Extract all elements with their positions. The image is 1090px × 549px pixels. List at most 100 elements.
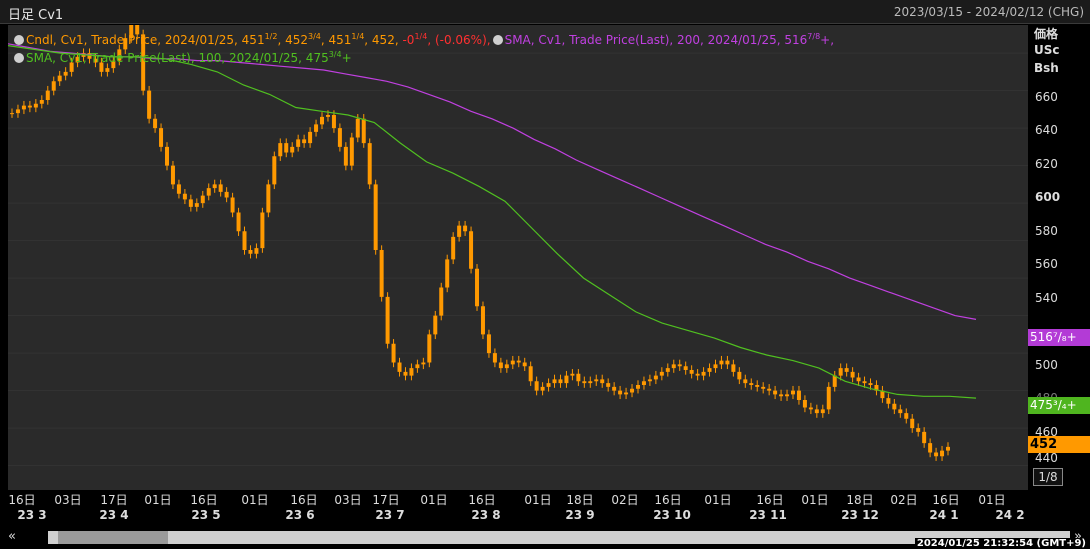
x-tick: 01日 [144, 493, 172, 507]
candle-body [564, 375, 569, 384]
price-axis[interactable]: 価格 USc Bsh 660 640 620 600 580 560 540 5… [1028, 25, 1090, 490]
candle-body [308, 131, 313, 144]
clock-icon [14, 35, 24, 45]
title-bar: 日足 Cv1 2023/03/15 - 2024/02/12 (CHG) [0, 0, 1090, 24]
candle-body [552, 379, 557, 384]
candle-body [39, 100, 44, 104]
x-month: 23 12 [841, 508, 879, 522]
candle-body [928, 443, 933, 453]
unit-label-contract: Bsh [1034, 61, 1059, 75]
x-tick: 01日 [801, 493, 829, 507]
y-tick-580: 580 [1035, 224, 1058, 238]
candle-body [522, 362, 527, 367]
x-tick: 01日 [978, 493, 1006, 507]
candle-body [570, 373, 575, 376]
candle-body [212, 184, 217, 189]
candle-body [826, 386, 831, 410]
candle-body [486, 334, 491, 354]
scroll-track[interactable] [48, 531, 1070, 544]
candle-body [224, 191, 229, 198]
candle-body [153, 118, 158, 129]
time-axis[interactable]: 16日 03日 17日 01日 16日 01日 16日 03日 17日 01日 … [8, 490, 1028, 526]
time-scrollbar[interactable]: « » 2024/01/25 21:32:54 (GMT+9) [0, 527, 1090, 549]
candle-body [147, 90, 152, 119]
legend-candle[interactable]: Cndl, Cv1, Trade Price, 2024/01/25, 4511… [14, 28, 834, 47]
candle-body [910, 418, 915, 429]
scroll-thumb[interactable] [58, 531, 168, 544]
candle-body [588, 381, 593, 384]
candle-body [337, 128, 342, 147]
clock-icon [492, 35, 503, 45]
candle-body [349, 137, 354, 166]
candle-body [236, 212, 241, 232]
x-tick: 01日 [420, 493, 448, 507]
candle-body [457, 225, 462, 237]
candle-body [10, 113, 14, 115]
candle-body [415, 364, 420, 369]
candle-body [33, 103, 38, 108]
candle-body [445, 259, 450, 288]
candle-body [892, 403, 897, 410]
x-tick: 01日 [524, 493, 552, 507]
sma200-value-tag: 516⁷/₈+ [1028, 329, 1090, 346]
plot-area[interactable] [7, 18, 1028, 490]
candle-body [755, 385, 760, 387]
candle-body [820, 409, 825, 414]
candle-body [743, 379, 748, 384]
candle-body [200, 195, 205, 204]
scroll-left-icon[interactable]: « [8, 529, 16, 544]
x-month: 23 9 [565, 508, 595, 522]
date-range-label[interactable]: 2023/03/15 - 2024/02/12 (CHG) [893, 5, 1084, 19]
candle-body [773, 390, 778, 395]
x-month: 23 7 [375, 508, 405, 522]
candle-body [653, 375, 658, 380]
y-tick-500: 500 [1035, 358, 1058, 372]
candle-body [248, 250, 253, 254]
sma100-value-tag: 475³/₄+ [1028, 397, 1090, 414]
x-tick: 16日 [290, 493, 318, 507]
candle-body [701, 371, 706, 376]
candle-body [218, 184, 223, 192]
candle-body [99, 62, 104, 72]
candle-body [367, 143, 372, 185]
x-tick: 16日 [8, 493, 36, 507]
candle-body [230, 197, 235, 213]
scroll-right-icon[interactable]: » [1074, 529, 1082, 544]
x-month: 23 3 [17, 508, 47, 522]
candle-body [87, 53, 92, 59]
candle-body [373, 184, 378, 250]
x-tick: 17日 [372, 493, 400, 507]
candle-body [111, 60, 116, 69]
x-tick: 18日 [566, 493, 594, 507]
candle-body [612, 386, 617, 391]
y-tick-440: 440 [1035, 451, 1058, 465]
x-tick: 03日 [54, 493, 82, 507]
candle-body [176, 184, 181, 194]
candle-body [635, 385, 640, 389]
candle-body [182, 193, 187, 200]
candle-body [689, 370, 694, 374]
candle-body [361, 118, 366, 144]
candle-body [397, 362, 402, 372]
x-tick: 02日 [890, 493, 918, 507]
x-month: 23 6 [285, 508, 315, 522]
candle-body [761, 386, 766, 389]
candle-body [117, 49, 122, 61]
candle-body [862, 381, 867, 384]
timestamp: 2024/01/25 21:32:54 (GMT+9) [914, 538, 1088, 549]
legend-sma100[interactable]: SMA, Cv1, Trade Price(Last), 100, 2024/0… [14, 46, 834, 65]
scale-fraction-button[interactable]: 1/8 [1033, 468, 1063, 486]
candle-body [737, 371, 742, 380]
x-month: 24 2 [995, 508, 1025, 522]
candle-body [129, 23, 134, 39]
candle-body [534, 381, 539, 391]
candle-body [582, 381, 587, 384]
x-tick: 17日 [100, 493, 128, 507]
candle-body [796, 390, 801, 400]
y-tick-560: 560 [1035, 257, 1058, 271]
candle-body [278, 143, 283, 157]
candle-body [463, 225, 468, 232]
candle-body [75, 56, 80, 63]
y-tick-540: 540 [1035, 291, 1058, 305]
candle-body [206, 188, 211, 196]
